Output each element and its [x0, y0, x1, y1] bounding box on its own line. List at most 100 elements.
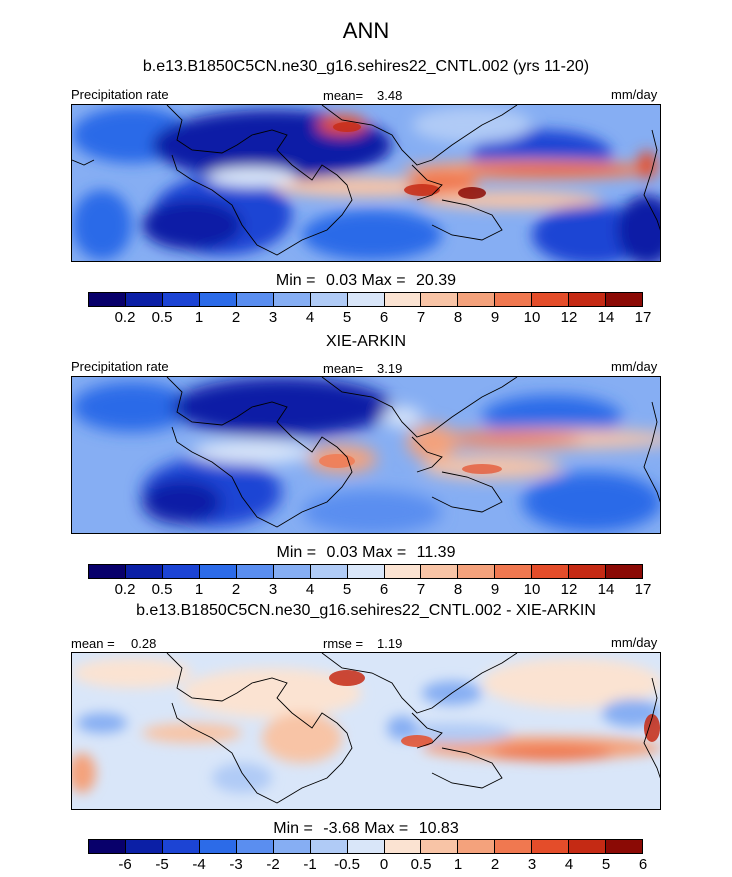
panel-1-variable-label: Precipitation rate — [71, 87, 169, 102]
colorbar-tick-label: 0.2 — [114, 309, 136, 326]
colorbar-swatch — [569, 293, 607, 306]
panel-3-map-field — [72, 653, 660, 809]
colorbar-tick-label: 5 — [601, 856, 611, 873]
colorbar-swatch — [273, 565, 311, 578]
panel-1-mean-value: 3.48 — [377, 88, 403, 103]
colorbar-swatch — [532, 293, 570, 306]
colorbar-tick-label: 9 — [490, 581, 500, 598]
colorbar-tick-label: 17 — [634, 309, 652, 326]
colorbar-swatch — [162, 565, 200, 578]
panel-2-units: mm/day — [611, 359, 658, 374]
colorbar-swatch — [125, 565, 163, 578]
colorbar-tick-label: 1 — [194, 581, 204, 598]
colorbar-tick-label: 2 — [490, 856, 500, 873]
colorbar-swatch — [532, 565, 570, 578]
panel-3-mean-label: mean = — [71, 636, 115, 651]
panel-1-min-label: Min = — [275, 272, 316, 289]
panel-1-title: b.e13.B1850C5CN.ne30_g16.sehires22_CNTL.… — [142, 58, 590, 75]
colorbar-tick-label: 17 — [634, 581, 652, 598]
colorbar-swatch — [347, 840, 385, 853]
colorbar-swatch — [236, 565, 274, 578]
colorbar-tick-label: 4 — [305, 581, 315, 598]
panel-3-map — [71, 652, 661, 810]
panel-3-minmax: Min = -3.68 Max = 10.83 — [0, 820, 732, 838]
colorbar-swatch — [162, 840, 200, 853]
panel-3-colorbar-ticks: -6 -5 -4 -3 -2 -1 -0.5 0 0.5 1 2 3 4 5 6 — [88, 856, 647, 874]
colorbar-swatch — [89, 293, 126, 306]
panel-3-max-value: 10.83 — [418, 820, 459, 837]
colorbar-tick-label: 1 — [453, 856, 463, 873]
colorbar-tick-label: 8 — [453, 581, 463, 598]
colorbar-swatch — [569, 840, 607, 853]
colorbar-tick-label: 14 — [597, 309, 615, 326]
colorbar-tick-label: -0.5 — [334, 856, 360, 873]
colorbar-tick-label: 0.5 — [410, 856, 432, 873]
colorbar-swatch — [421, 293, 459, 306]
colorbar-tick-label: 3 — [527, 856, 537, 873]
colorbar-swatch — [162, 293, 200, 306]
colorbar-swatch — [606, 565, 643, 578]
panel-3-mean-value: 0.28 — [131, 636, 157, 651]
colorbar-swatch — [347, 293, 385, 306]
colorbar-swatch — [310, 840, 348, 853]
colorbar-swatch — [89, 840, 126, 853]
panel-1-units: mm/day — [611, 87, 658, 102]
panel-1-minmax: Min = 0.03 Max = 20.39 — [0, 272, 732, 290]
panel-2-min-label: Min = — [276, 544, 317, 561]
colorbar-tick-label: 1 — [194, 309, 204, 326]
colorbar-tick-label: 7 — [416, 309, 426, 326]
panel-2-colorbar-ticks: 0.2 0.5 1 2 3 4 5 6 7 8 9 10 12 14 17 — [88, 581, 652, 599]
colorbar-swatch — [236, 293, 274, 306]
colorbar-swatch — [495, 565, 533, 578]
colorbar-swatch — [384, 565, 422, 578]
colorbar-swatch — [421, 565, 459, 578]
panel-2-title: XIE-ARKIN — [325, 333, 406, 350]
colorbar-swatch — [384, 840, 422, 853]
colorbar-swatch — [421, 840, 459, 853]
colorbar-swatch — [532, 840, 570, 853]
panel-1-colorbar — [88, 292, 643, 307]
colorbar-tick-label: 12 — [560, 581, 578, 598]
panel-2-map-field — [72, 377, 660, 533]
colorbar-swatch — [199, 565, 237, 578]
colorbar-tick-label: 10 — [523, 581, 541, 598]
colorbar-swatch — [606, 840, 643, 853]
panel-2-min-value: 0.03 — [326, 544, 358, 561]
colorbar-tick-label: 8 — [453, 309, 463, 326]
colorbar-tick-label: 2 — [231, 309, 241, 326]
colorbar-swatch — [125, 293, 163, 306]
panel-3-min-label: Min = — [273, 820, 313, 837]
colorbar-tick-label: 0 — [379, 856, 389, 873]
panel-2-mean-label: mean= — [323, 361, 364, 376]
colorbar-swatch — [384, 293, 422, 306]
panel-1-map — [71, 104, 661, 262]
colorbar-swatch — [273, 293, 311, 306]
colorbar-tick-label: -5 — [155, 856, 169, 873]
panel-2-max-label: Max = — [362, 544, 407, 561]
panel-3-units: mm/day — [611, 635, 658, 650]
panel-3-rmse-value: 1.19 — [377, 636, 403, 651]
panel-2-minmax: Min = 0.03 Max = 11.39 — [0, 544, 732, 562]
panel-1-map-field — [72, 105, 660, 261]
colorbar-swatch — [125, 840, 163, 853]
colorbar-tick-label: 7 — [416, 581, 426, 598]
panel-2-colorbar — [88, 564, 643, 579]
colorbar-tick-label: -1 — [303, 856, 317, 873]
colorbar-tick-label: 6 — [379, 309, 389, 326]
colorbar-swatch — [89, 565, 126, 578]
colorbar-tick-label: 12 — [560, 309, 578, 326]
colorbar-tick-label: 6 — [638, 856, 648, 873]
colorbar-tick-label: 3 — [268, 309, 278, 326]
colorbar-swatch — [310, 293, 348, 306]
figure-title: ANN — [342, 18, 390, 43]
panel-1-mean-label: mean= — [323, 88, 364, 103]
colorbar-tick-label: 0.2 — [114, 581, 136, 598]
colorbar-tick-label: -6 — [118, 856, 132, 873]
colorbar-tick-label: 0.5 — [151, 581, 173, 598]
panel-2-mean-value: 3.19 — [377, 361, 403, 376]
colorbar-swatch — [495, 293, 533, 306]
colorbar-swatch — [199, 840, 237, 853]
colorbar-swatch — [458, 840, 496, 853]
panel-3-max-label: Max = — [364, 820, 409, 837]
panel-2-map — [71, 376, 661, 534]
